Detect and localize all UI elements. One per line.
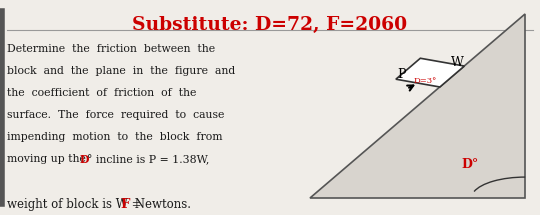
Polygon shape <box>396 58 464 87</box>
Text: F: F <box>120 198 130 211</box>
Text: moving up the: moving up the <box>7 154 89 164</box>
Text: D=3°: D=3° <box>414 77 437 85</box>
Text: surface.  The  force  required  to  cause: surface. The force required to cause <box>7 110 224 120</box>
Text: Newtons.: Newtons. <box>131 198 191 211</box>
Text: P: P <box>397 68 406 81</box>
Text: D°: D° <box>461 158 478 171</box>
Text: impending  motion  to  the  block  from: impending motion to the block from <box>7 132 222 142</box>
Text: block  and  the  plane  in  the  figure  and: block and the plane in the figure and <box>7 66 235 76</box>
Text: Determine  the  friction  between  the: Determine the friction between the <box>7 44 215 54</box>
Text: ° incline is P = 1.38W,: ° incline is P = 1.38W, <box>87 154 210 165</box>
Polygon shape <box>310 14 525 198</box>
Text: W: W <box>450 56 463 69</box>
Text: the  coefficient  of  friction  of  the: the coefficient of friction of the <box>7 88 196 98</box>
Text: weight of block is W =: weight of block is W = <box>7 198 145 211</box>
Text: D: D <box>80 154 89 165</box>
Text: Substitute: D=72, F=2060: Substitute: D=72, F=2060 <box>132 16 408 34</box>
